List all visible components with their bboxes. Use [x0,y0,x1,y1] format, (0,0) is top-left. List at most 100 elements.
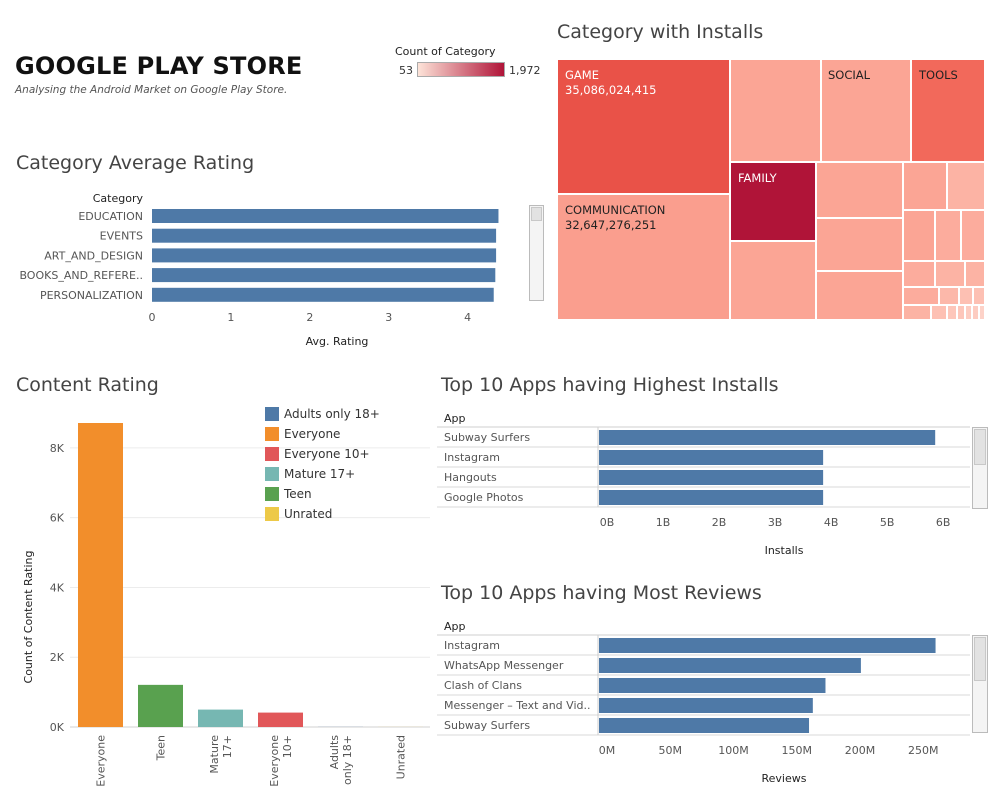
content-rating-tick: Everyone [95,735,108,787]
treemap-cell[interactable] [557,194,730,320]
top-reviews-bar [599,718,810,733]
treemap-cell[interactable] [903,162,947,210]
treemap-cell[interactable] [931,305,947,320]
top-reviews-xtick: 150M [782,744,813,757]
treemap-cell[interactable] [957,305,965,320]
top-reviews-app-label: Messenger – Text and Vid.. [444,699,590,712]
content-rating-tick-group: Mature 17+ [208,735,234,774]
top-reviews-scrollbar[interactable] [972,635,988,733]
top-installs-app-label: Instagram [444,451,500,464]
treemap-label: SOCIAL [828,68,870,83]
top-installs-app-label: Google Photos [444,491,524,504]
content-rating-legend-swatch [265,447,279,461]
avg-rating-label: PERSONALIZATION [40,289,143,302]
color-legend-title: Count of Category [395,45,496,58]
content-rating-tick-group: Everyone [95,735,108,787]
avg-rating-bar [152,268,496,283]
avg-rating-bar [152,209,499,223]
treemap-category-name: SOCIAL [828,68,871,82]
content-rating-legend-label: Mature 17+ [284,467,355,481]
top-reviews-xtick: 200M [845,744,876,757]
avg-rating-scrollbar[interactable] [529,205,544,301]
avg-rating-bar [152,287,494,302]
treemap-cell[interactable] [965,305,972,320]
treemap-cell[interactable] [903,287,939,305]
treemap-cell[interactable] [903,305,931,320]
top-installs-app-header: App [444,412,466,425]
treemap-cell[interactable] [816,218,903,271]
top-installs-app-label: Hangouts [444,471,497,484]
treemap-cell[interactable] [730,241,816,320]
treemap-cell[interactable] [947,305,957,320]
treemap-cell[interactable] [557,59,730,194]
treemap-cell[interactable] [947,162,985,210]
treemap-cell[interactable] [973,287,985,305]
content-rating-tick: 17+ [221,735,234,758]
treemap-cell[interactable] [816,271,903,320]
content-rating-legend-label: Everyone [284,427,340,441]
top-installs-xtick: 2B [712,516,727,529]
content-rating-bar [138,684,183,727]
top-reviews-xtick: 0M [599,744,616,757]
treemap-cell[interactable] [965,261,985,287]
avg-rating-scroll-thumb[interactable] [531,207,542,221]
top-reviews-xtick: 50M [659,744,683,757]
treemap-cell[interactable] [979,305,985,320]
content-rating-tick: Mature [208,735,221,774]
treemap-cell[interactable] [911,59,985,162]
content-rating-tick: Teen [155,735,168,761]
avg-rating-label: EDUCATION [78,210,143,223]
color-legend-max: 1,972 [509,64,541,77]
avg-rating-xlabel: Avg. Rating [306,335,369,348]
treemap-cell[interactable] [730,162,816,241]
content-rating-legend-label: Teen [283,487,312,501]
avg-rating-tick: 1 [227,311,234,324]
top-installs-app-label: Subway Surfers [444,431,530,444]
content-rating-tick: Unrated [395,735,408,779]
treemap-cell[interactable] [903,210,935,261]
category-installs-treemap: GAME 35,086,024,415 COMMUNICATION 32,647,27… [557,59,985,320]
top-installs-title: Top 10 Apps having Highest Installs [441,374,779,396]
avg-rating-title: Category Average Rating [16,152,255,174]
content-rating-tick-group: Unrated [395,735,408,779]
treemap-category-name: FAMILY [738,171,777,185]
treemap-cell[interactable] [935,261,965,287]
treemap-installs-value: 35,086,024,415 [565,83,657,97]
avg-rating-label: ART_AND_DESIGN [44,249,143,262]
top-reviews-xtick: 250M [908,744,939,757]
treemap-cell[interactable] [730,59,821,162]
top-installs-scroll-thumb[interactable] [974,429,986,465]
content-rating-ytick: 0K [50,721,65,734]
color-legend-min: 53 [399,64,413,77]
treemap-cell[interactable] [816,162,903,218]
treemap-cell[interactable] [903,261,935,287]
top-reviews-xlabel: Reviews [762,772,807,785]
content-rating-ytick: 6K [50,512,65,525]
content-rating-legend-swatch [265,427,279,441]
dashboard-subtitle: Analysing the Android Market on Google P… [15,84,288,96]
top-installs-xtick: 3B [768,516,783,529]
treemap-cell[interactable] [972,305,979,320]
treemap-cell[interactable] [961,210,985,261]
top-installs-scrollbar[interactable] [972,427,988,509]
treemap-category-name: TOOLS [919,68,958,82]
content-rating-bar [258,712,303,727]
avg-rating-bar [152,228,497,243]
top-installs-xtick: 1B [656,516,671,529]
top-reviews-app-label: WhatsApp Messenger [444,659,564,672]
top-reviews-xtick: 100M [718,744,749,757]
top-reviews-scroll-thumb[interactable] [974,637,986,681]
treemap-cell[interactable] [935,210,961,261]
content-rating-legend-swatch [265,467,279,481]
avg-rating-tick: 2 [306,311,313,324]
treemap-cell[interactable] [821,59,911,162]
top-installs-bar [599,450,824,465]
treemap-cell[interactable] [959,287,973,305]
treemap-cell[interactable] [939,287,959,305]
content-rating-tick: only 18+ [341,735,354,785]
content-rating-tick-group: Adults only 18+ [328,735,354,785]
top-reviews-app-label: Instagram [444,639,500,652]
content-rating-ytick: 8K [50,442,65,455]
treemap-category-name: GAME [565,68,599,82]
treemap-label: COMMUNICATION 32,647,276,251 [565,203,665,233]
